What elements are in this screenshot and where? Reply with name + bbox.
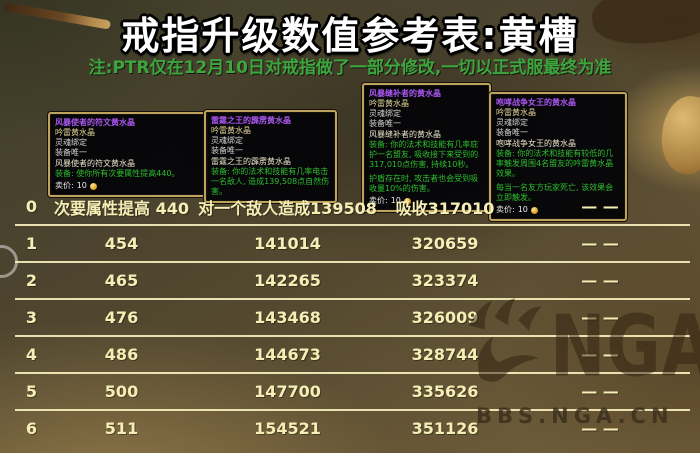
- item-tooltip-warqueen: 咆哮战争女王的黄水晶 吟雷黄水晶 灵魂绑定 装备唯一 咆哮战争女王的黄水晶 装备…: [489, 92, 627, 221]
- sell-price-value: 10: [517, 205, 528, 214]
- tooltip-item-name: 雷霆之王的霹雳黄水晶: [211, 116, 291, 125]
- dash-cell: — —: [581, 419, 619, 438]
- damage-cell: 对一个敌人造成139508: [198, 198, 377, 218]
- row-index: 6: [25, 419, 38, 438]
- upgrade-value-table: 0 次要属性提高 440 对一个敌人造成139508 吸收317010 — — …: [15, 189, 690, 446]
- row-index: 0: [25, 197, 38, 216]
- absorb-cell: 328744: [411, 345, 479, 364]
- effect-name: 风暴缝补者的黄水晶: [369, 130, 441, 139]
- equip-effect: 装备: 你的法术和技能有较低的几率触发周围4名盟友的吟雷黄水晶效果。: [496, 149, 614, 178]
- damage-cell: 147700: [254, 382, 321, 401]
- gem-type-label: 吟雷黄水晶: [55, 128, 95, 137]
- damage-cell: 144673: [254, 345, 321, 364]
- soulbound-label: 灵魂绑定: [55, 138, 87, 147]
- sell-price-row: 卖价: 10: [369, 196, 484, 206]
- equip-effect: 装备: 你的法术和技能有几率庇护一名盟友, 吸收接下来受到的317,010点伤害…: [369, 140, 479, 169]
- damage-cell: 154521: [254, 419, 321, 438]
- table-row: 1 454 141014 320659 — —: [15, 226, 690, 263]
- dash-cell: — —: [581, 234, 619, 253]
- secondary-stat-cell: 454: [104, 234, 139, 253]
- effect-name: 风暴使者的符文黄水晶: [55, 159, 135, 168]
- unique-label: 装备唯一: [496, 128, 528, 137]
- unique-label: 装备唯一: [211, 146, 243, 155]
- equip-effect: 装备: 你的法术和技能有几率电击一名敌人, 造成139,508点自然伤害。: [211, 167, 330, 196]
- table-row: 3 476 143468 326009 — —: [15, 300, 690, 337]
- item-tooltip-stormbringer: 风暴使者的符文黄水晶 吟雷黄水晶 灵魂绑定 装备唯一 风暴使者的符文黄水晶 装备…: [48, 112, 208, 197]
- row-index: 1: [25, 234, 38, 253]
- page-title: 戒指升级数值参考表:黄槽: [121, 14, 579, 58]
- row-index: 4: [25, 345, 38, 364]
- absorb-cell: 320659: [411, 234, 479, 253]
- effect-name: 咆哮战争女王的黄水晶: [496, 139, 576, 148]
- soulbound-label: 灵魂绑定: [496, 118, 528, 127]
- equip-effect-secondary: 护盾存在时, 攻击者也会受到吸收量10%的伤害。: [369, 174, 479, 193]
- sell-price-label: 卖价:: [369, 196, 388, 205]
- dash-cell: — —: [581, 308, 619, 327]
- damage-cell: 141014: [254, 234, 321, 253]
- row-index: 2: [25, 271, 38, 290]
- absorb-cell: 吸收317010: [395, 198, 495, 218]
- site-watermark: BBS.NGA.CN: [476, 404, 674, 428]
- secondary-stat-cell: 500: [104, 382, 139, 401]
- unique-label: 装备唯一: [55, 148, 87, 157]
- soulbound-label: 灵魂绑定: [369, 109, 401, 118]
- absorb-cell: 351126: [411, 419, 479, 438]
- gold-coin-icon: [403, 197, 411, 205]
- row-index: 5: [25, 382, 38, 401]
- equip-effect-secondary: 每当一名友方玩家死亡, 该效果会立即触发。: [496, 183, 614, 202]
- secondary-stat-cell: 次要属性提高 440: [54, 198, 189, 218]
- dash-cell: — —: [581, 382, 619, 401]
- sell-price-row: 卖价: 10: [55, 181, 201, 191]
- gold-statue-decoration: [655, 92, 700, 178]
- secondary-stat-cell: 476: [104, 308, 139, 327]
- secondary-stat-cell: 465: [104, 271, 139, 290]
- table-row: 5 500 147700 335626 — —: [15, 374, 690, 411]
- gem-type-label: 吟雷黄水晶: [211, 126, 251, 135]
- sell-price-row: 卖价: 10: [496, 205, 620, 215]
- soulbound-label: 灵魂绑定: [211, 136, 243, 145]
- table-row: 4 486 144673 328744 — —: [15, 337, 690, 374]
- table-row: 6 511 154521 351126 — —: [15, 411, 690, 446]
- gem-type-label: 吟雷黄水晶: [496, 108, 536, 117]
- gem-type-label: 吟雷黄水晶: [369, 99, 409, 108]
- secondary-stat-cell: 486: [104, 345, 139, 364]
- ptr-note: 注:PTR仅在12月10日对戒指做了一部分修改,一切以正式服最终为准: [88, 58, 612, 78]
- tooltip-item-name: 风暴使者的符文黄水晶: [55, 118, 135, 127]
- row-index: 3: [25, 308, 38, 327]
- item-tooltip-thunderlord: 雷霆之王的霹雳黄水晶 吟雷黄水晶 灵魂绑定 装备唯一 雷霆之王的霹雳黄水晶 装备…: [204, 110, 337, 203]
- sell-price-value: 10: [390, 196, 401, 205]
- dash-cell: — —: [581, 345, 619, 364]
- sell-price-label: 卖价:: [55, 181, 74, 190]
- damage-cell: 143468: [254, 308, 321, 327]
- tooltip-item-name: 咆哮战争女王的黄水晶: [496, 98, 576, 107]
- dash-cell: — —: [581, 197, 619, 216]
- gold-coin-icon: [89, 182, 97, 190]
- unique-label: 装备唯一: [369, 119, 401, 128]
- effect-name: 雷霆之王的霹雳黄水晶: [211, 157, 291, 166]
- table-row: 0 次要属性提高 440 对一个敌人造成139508 吸收317010 — —: [15, 189, 690, 226]
- tooltip-item-name: 风暴缝补者的黄水晶: [369, 89, 441, 98]
- equip-effect: 装备: 使你所有次要属性提高440。: [55, 169, 180, 178]
- secondary-stat-cell: 511: [104, 419, 139, 438]
- sell-price-value: 10: [76, 181, 87, 190]
- damage-cell: 142265: [254, 271, 321, 290]
- dash-cell: — —: [581, 271, 619, 290]
- table-row: 2 465 142265 323374 — —: [15, 263, 690, 300]
- absorb-cell: 326009: [411, 308, 479, 327]
- absorb-cell: 323374: [411, 271, 479, 290]
- absorb-cell: 335626: [411, 382, 479, 401]
- sell-price-label: 卖价:: [496, 205, 515, 214]
- gold-coin-icon: [530, 206, 538, 214]
